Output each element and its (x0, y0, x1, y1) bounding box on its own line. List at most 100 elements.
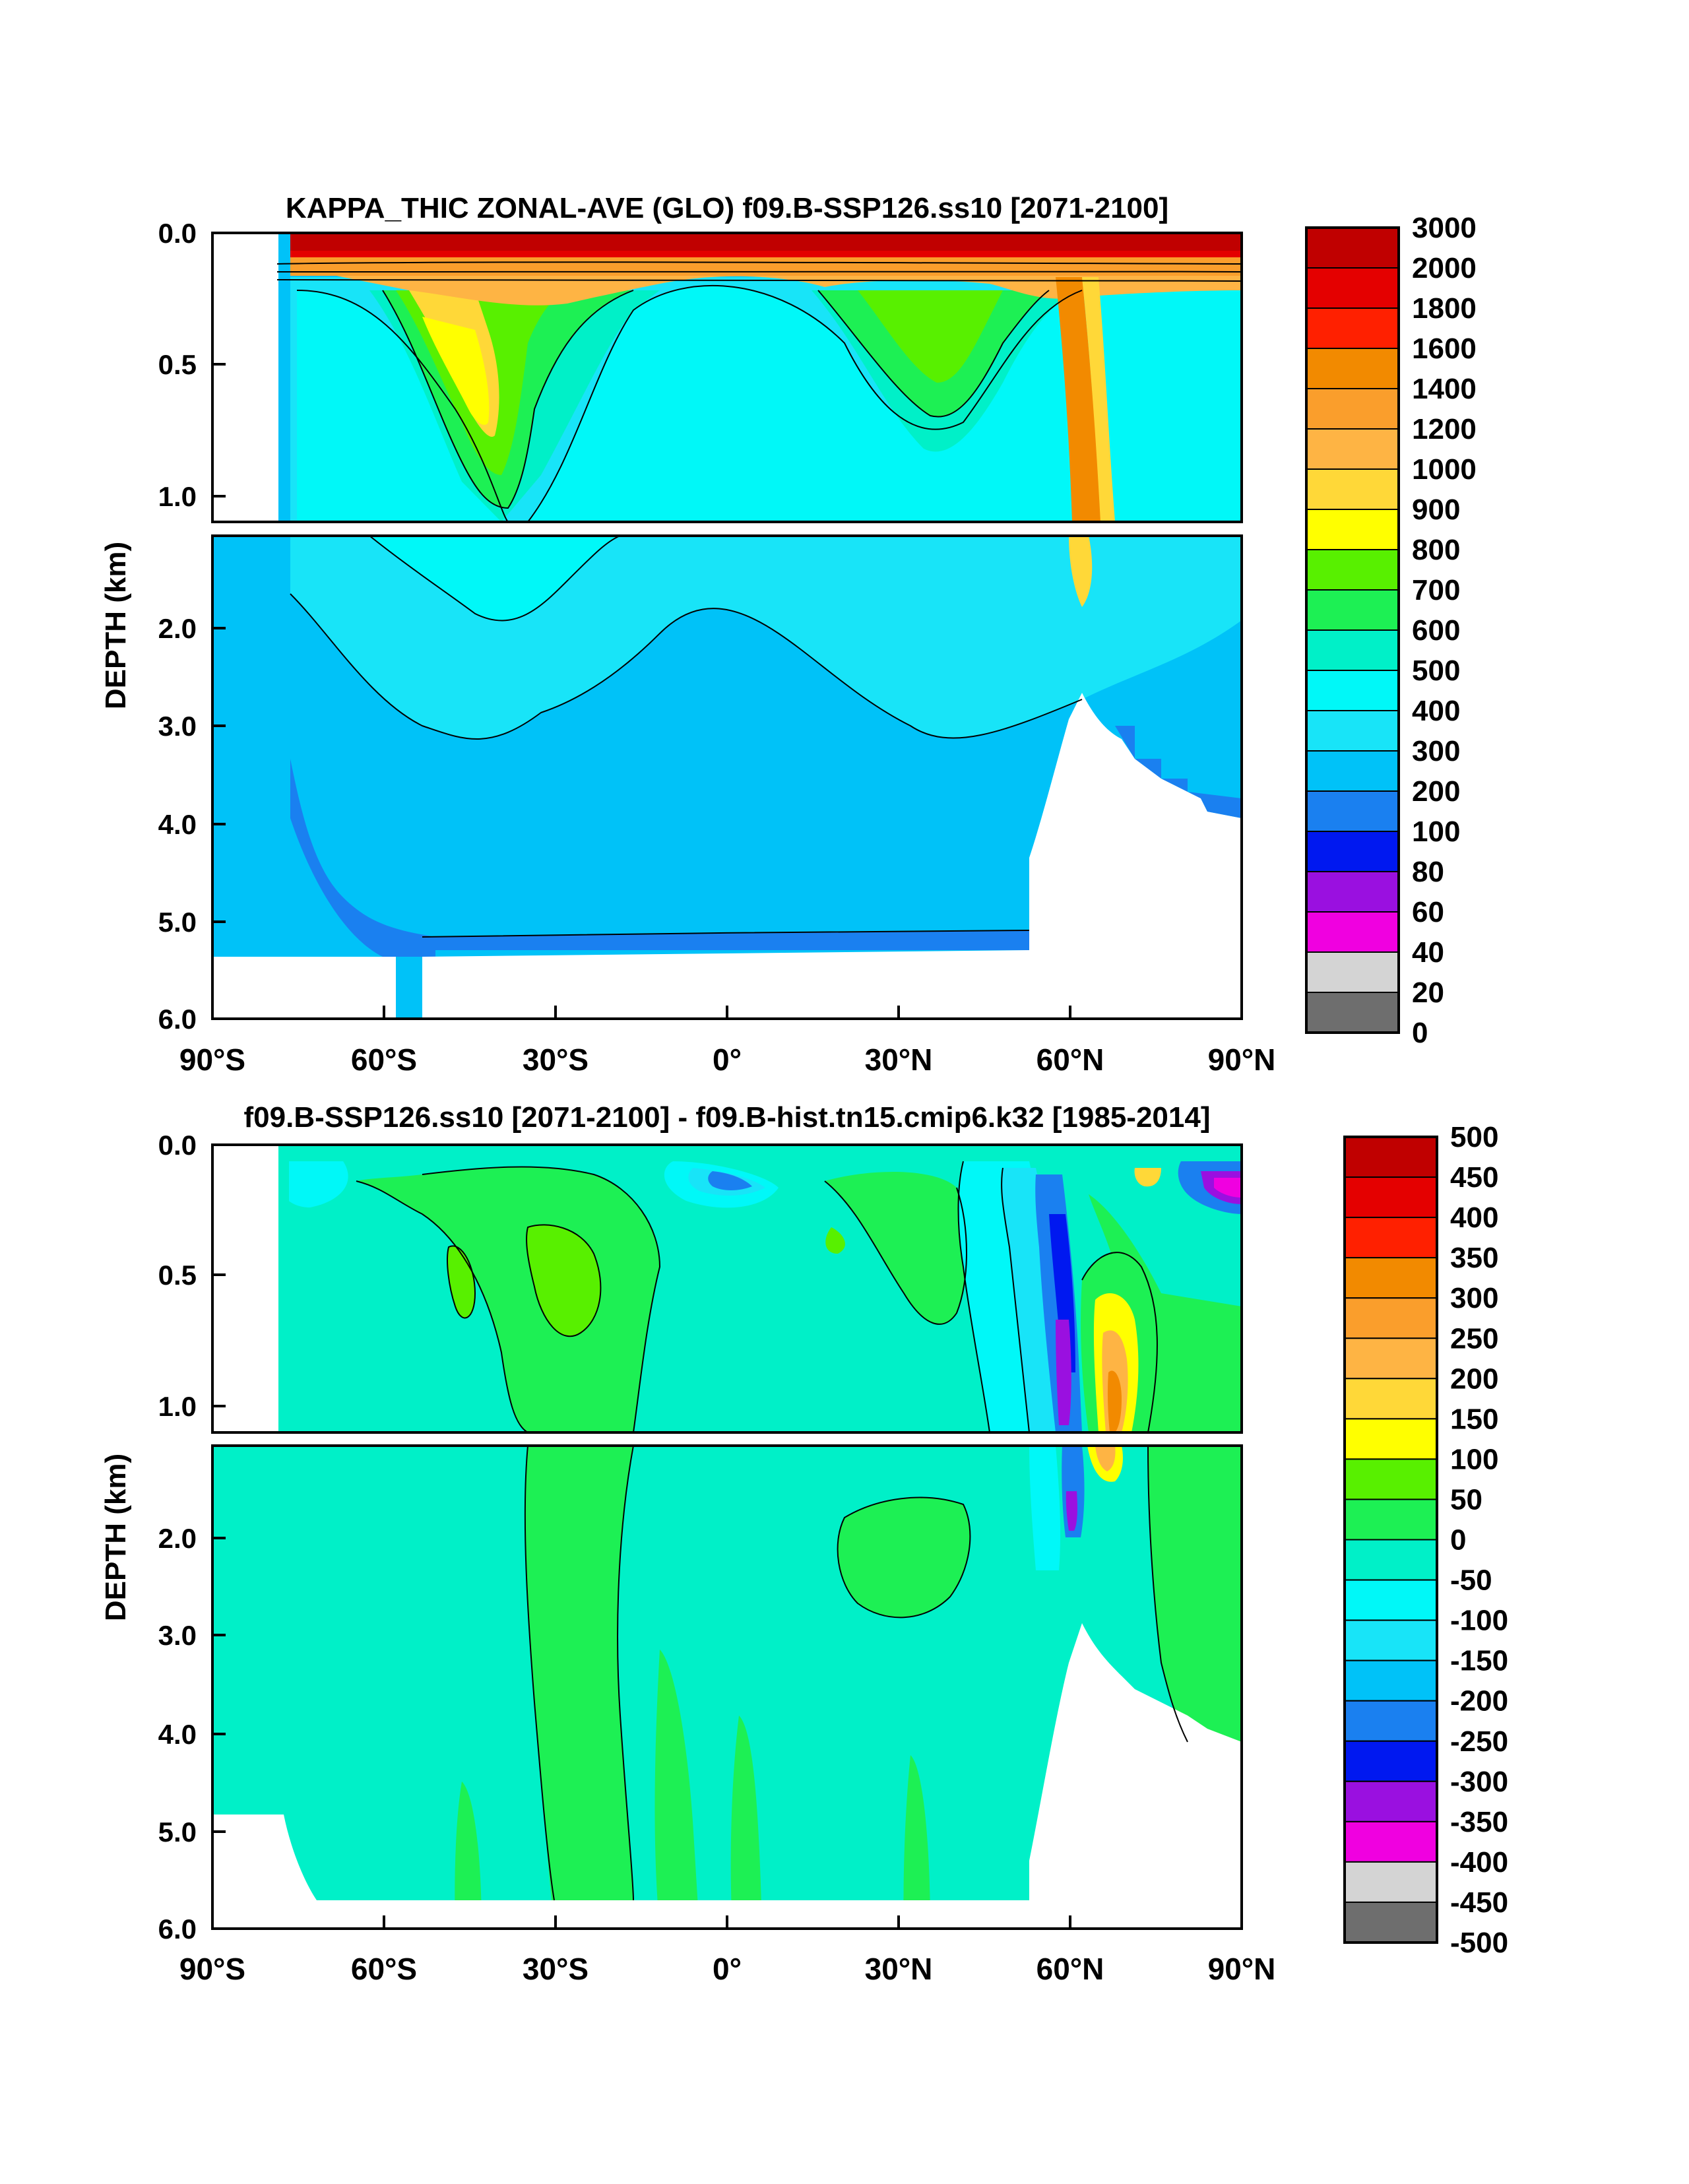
colorbar-swatch (1344, 1619, 1438, 1661)
colorbar-swatch (1306, 992, 1399, 1033)
y-tick-label: 6.0 (158, 1913, 197, 1944)
colorbar-swatch (1344, 1820, 1438, 1863)
y-tick-label: 4.0 (158, 1719, 197, 1750)
field-north-front-lower (1069, 536, 1093, 607)
y-tick-label: 1.0 (158, 481, 197, 512)
contour-upper-1 (296, 284, 1083, 522)
colorbar-label: 250 (1450, 1322, 1498, 1355)
colorbar-swatch (1306, 831, 1399, 872)
field-diff-50 (356, 1167, 1242, 1432)
chart-title: f09.B-SSP126.ss10 [2071-2100] - f09.B-hi… (244, 1101, 1211, 1134)
x-axis: 90°S 60°S 30°S 0° 30°N 60°N 90°N (179, 1006, 1276, 1077)
colorbar-label: -500 (1450, 1927, 1508, 1959)
colorbar-swatch (1344, 1700, 1438, 1742)
colorbar-label: 400 (1412, 695, 1460, 727)
field-lower (212, 1446, 1242, 1929)
colorbar-swatch (1306, 267, 1399, 309)
axes-upper-frame (211, 1143, 1243, 1434)
colorbar-swatch (1344, 1780, 1438, 1822)
contour-lower-2 (369, 536, 621, 622)
colorbar-label: 150 (1450, 1403, 1498, 1435)
colorbar-label: 100 (1412, 816, 1460, 848)
field-land-north (1029, 693, 1242, 1019)
colorbar-swatch (1344, 1740, 1438, 1782)
colorbar-label: -150 (1450, 1645, 1508, 1677)
field-diff-neg50 (278, 1161, 1062, 1432)
colorbar-swatch (1306, 951, 1399, 993)
field-diff-lower-neg3 (1066, 1491, 1077, 1531)
colorbar-label: 200 (1412, 775, 1460, 808)
field-north-front (1056, 277, 1102, 522)
y-axis-lower: 2.0 3.0 4.0 5.0 6.0 (158, 1523, 226, 1944)
colorbar-swatch (1306, 750, 1399, 792)
colorbar-swatch (1344, 1217, 1438, 1259)
colorbar-swatch (1344, 1337, 1438, 1380)
colorbar-label: 2000 (1412, 252, 1477, 284)
colorbar-label: 350 (1450, 1242, 1498, 1274)
x-tick-label: 0° (713, 1043, 742, 1077)
y-axis-lower: 2.0 3.0 4.0 5.0 6.0 (158, 613, 226, 1035)
contour-diff-2 (447, 1224, 602, 1337)
y-axis-upper: 0.0 0.5 1.0 (158, 1130, 226, 1422)
colorbar-swatch (1344, 1458, 1438, 1500)
colorbar-swatch (1344, 1659, 1438, 1702)
chart-title: KAPPA_THIC ZONAL-AVE (GLO) f09.B-SSP126.… (286, 192, 1168, 224)
x-axis: 90°S 60°S 30°S 0° 30°N 60°N 90°N (179, 1915, 1275, 1986)
colorbar-swatch (1306, 388, 1399, 430)
colorbar-label: 400 (1450, 1202, 1498, 1234)
colorbar-swatch (1306, 589, 1399, 631)
field-land-bottom (212, 1900, 1242, 1929)
colorbar-label: 800 (1412, 534, 1460, 566)
colorbar-swatch (1344, 1136, 1438, 1178)
x-tick-label: 30°S (523, 1043, 589, 1077)
colorbar-label: 1000 (1412, 453, 1477, 486)
colorbar-swatch (1344, 1257, 1438, 1299)
y-tick-label: 5.0 (158, 1816, 197, 1847)
field-ocean-600 (383, 290, 1049, 508)
x-tick-label: 30°N (865, 1952, 933, 1986)
field-upper (212, 233, 1242, 522)
colorbar-label: 300 (1450, 1282, 1498, 1314)
field-antarctic-edge (278, 1161, 289, 1432)
colorbar-swatch (1306, 710, 1399, 752)
x-tick-label: 30°S (523, 1952, 589, 1986)
x-tick-label: 90°S (179, 1043, 245, 1077)
panel-2: f09.B-SSP126.ss10 [2071-2100] - f09.B-hi… (100, 1101, 1508, 1986)
colorbar-swatch (1306, 509, 1399, 550)
colorbar-swatch (1344, 1498, 1438, 1541)
colorbar-label: -100 (1450, 1605, 1508, 1637)
field-antarctic-edge (278, 233, 290, 522)
colorbar-label: -300 (1450, 1766, 1508, 1798)
field-lower-400 (369, 536, 620, 621)
colorbar-swatch (1344, 1861, 1438, 1903)
colorbar: 500450400350300250200150100500-50-100-15… (1343, 1121, 1508, 1959)
colorbar-label: -400 (1450, 1846, 1508, 1879)
y-tick-label: 3.0 (158, 711, 197, 742)
colorbar-label: -50 (1450, 1564, 1492, 1597)
colorbar-label: 500 (1450, 1121, 1498, 1153)
colorbar-label: 200 (1450, 1363, 1498, 1395)
field-shallow-1000 (277, 256, 1242, 276)
colorbar-swatch (1306, 790, 1399, 832)
field-surface-3000 (277, 233, 1242, 254)
colorbar-swatch (1344, 1901, 1438, 1943)
field-diff-lower-pos2 (1095, 1446, 1116, 1471)
y-tick-label: 0.0 (158, 1130, 197, 1161)
colorbar-label: -350 (1450, 1806, 1508, 1838)
y-tick-label: 3.0 (158, 1620, 197, 1651)
x-tick-label: 90°N (1208, 1043, 1276, 1077)
contour-diff-3 (957, 1161, 1158, 1432)
colorbar-swatch (1306, 428, 1399, 470)
colorbar-swatch (1306, 629, 1399, 671)
colorbar-swatch (1344, 1378, 1438, 1420)
contour-diff-lower-1 (524, 1446, 1188, 1901)
colorbar-frame (1305, 226, 1400, 1034)
colorbar-label: 450 (1450, 1161, 1498, 1194)
colorbar-label: -250 (1450, 1725, 1508, 1758)
colorbar-label: 80 (1412, 856, 1444, 888)
colorbar-swatch (1344, 1579, 1438, 1621)
field-land-antarctica (212, 233, 278, 522)
field-land-antarctica (212, 1145, 278, 1432)
field-lower (212, 536, 1242, 1019)
colorbar-label: 500 (1412, 655, 1460, 687)
